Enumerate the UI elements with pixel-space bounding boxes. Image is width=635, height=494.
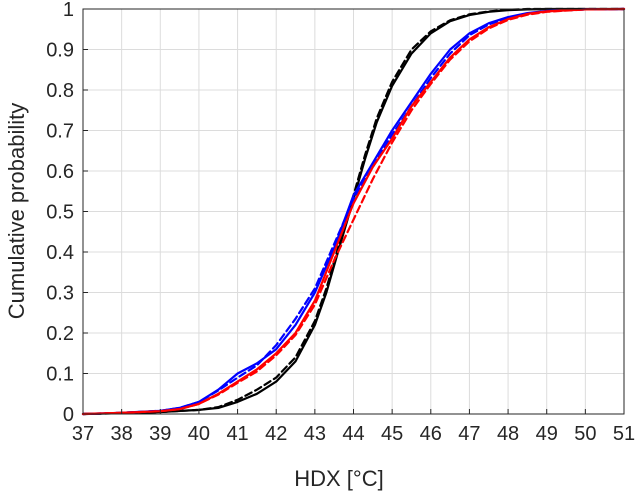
x-tick-label: 40 <box>188 423 210 445</box>
y-tick-label: 1 <box>63 0 74 21</box>
series-group <box>81 7 626 416</box>
y-tick-label: 0.9 <box>46 40 74 62</box>
series-line-2 <box>81 7 626 416</box>
grid <box>82 8 625 415</box>
x-axis-label: HDX [°C] <box>294 466 383 491</box>
x-tick-label: 44 <box>342 423 364 445</box>
x-tick-label: 38 <box>111 423 133 445</box>
series-line-4 <box>81 7 626 416</box>
y-tick-label: 0 <box>63 404 74 426</box>
x-tick-label: 37 <box>72 423 94 445</box>
y-tick-label: 0.5 <box>46 202 74 224</box>
series-line-6 <box>81 7 626 416</box>
y-tick-label: 0.2 <box>46 323 74 345</box>
x-tick-label: 48 <box>497 423 519 445</box>
x-tick-labels: 37 38 39 40 41 42 43 44 45 46 47 48 49 50 51 <box>72 409 635 445</box>
x-tick-label: 49 <box>536 423 558 445</box>
x-tick-label: 45 <box>381 423 403 445</box>
y-tick-label: 0.7 <box>46 121 74 143</box>
x-tick-label: 46 <box>420 423 442 445</box>
y-tick-label: 0.1 <box>46 364 74 386</box>
x-tick-label: 47 <box>458 423 480 445</box>
x-tick-label: 50 <box>574 423 596 445</box>
x-tick-label: 42 <box>265 423 287 445</box>
y-tick-labels: 0 0.1 0.2 0.3 0.4 0.5 0.6 0.7 0.8 0.9 1 <box>46 0 88 426</box>
y-tick-label: 0.3 <box>46 283 74 305</box>
x-tick-label: 51 <box>613 423 635 445</box>
y-tick-label: 0.6 <box>46 161 74 183</box>
y-tick-label: 0.4 <box>46 242 74 264</box>
x-tick-label: 41 <box>226 423 248 445</box>
x-tick-label: 39 <box>149 423 171 445</box>
y-axis-label: Cumulative probability <box>4 103 29 319</box>
x-tick-label: 43 <box>304 423 326 445</box>
y-tick-label: 0.8 <box>46 80 74 102</box>
